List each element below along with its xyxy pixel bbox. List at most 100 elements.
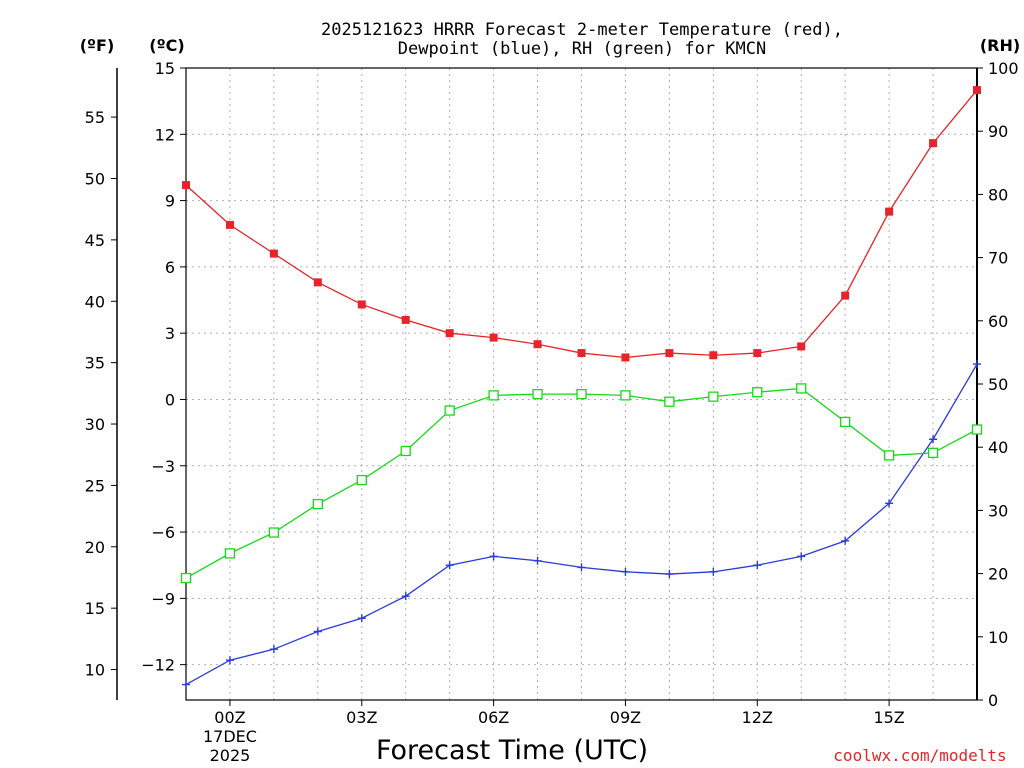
dewpoint-point	[313, 627, 322, 636]
celsius-tick-label: −3	[151, 457, 175, 476]
rh-tick-label: 70	[988, 249, 1008, 268]
temperature-point	[313, 278, 322, 287]
rh-tick-label: 50	[988, 375, 1008, 394]
dewpoint-point	[929, 435, 938, 444]
dewpoint-point	[709, 567, 718, 576]
celsius-tick-label: 15	[155, 59, 175, 78]
watermark: coolwx.com/modelts	[833, 746, 1006, 765]
temperature-point	[401, 315, 410, 324]
rh-point	[664, 396, 675, 407]
rh-point	[444, 405, 455, 416]
dewpoint-point	[357, 614, 366, 623]
rh-point	[840, 416, 851, 428]
celsius-tick-label: −12	[141, 656, 175, 675]
fahrenheit-tick-label: 20	[85, 538, 105, 557]
x-tick-label: 12Z	[742, 708, 773, 727]
temperature-point	[841, 291, 850, 300]
rh-unit-label: (RH)	[980, 36, 1020, 55]
rh-point	[620, 390, 631, 401]
celsius-tick-label: 3	[165, 324, 175, 343]
dewpoint-point	[665, 570, 674, 579]
temperature-point	[225, 220, 234, 229]
rh-tick-label: 20	[988, 565, 1008, 584]
dewpoint-point	[269, 645, 278, 654]
rh-point	[180, 572, 192, 584]
rh-point	[488, 390, 499, 401]
celsius-tick-label: 0	[165, 390, 175, 409]
rh-tick-label: 100	[988, 59, 1019, 78]
dewpoint-point	[885, 499, 894, 508]
temperature-point	[357, 300, 366, 309]
fahrenheit-tick-label: 45	[85, 231, 105, 250]
fahrenheit-tick-label: 50	[85, 169, 105, 188]
fahrenheit-tick-label: 10	[85, 661, 105, 680]
x-date-label: 17DEC	[203, 727, 257, 746]
celsius-unit-label: (ºC)	[149, 36, 184, 55]
celsius-tick-label: 12	[155, 125, 175, 144]
rh-point	[400, 445, 411, 457]
fahrenheit-tick-label: 25	[85, 476, 105, 495]
dewpoint-point	[445, 561, 454, 570]
fahrenheit-tick-label: 30	[85, 415, 105, 434]
grid	[186, 68, 977, 700]
temperature-point	[929, 139, 938, 148]
dewpoint-point	[841, 536, 850, 545]
rh-point	[224, 548, 236, 559]
rh-tick-label: 60	[988, 312, 1008, 331]
dewpoint-point	[753, 561, 762, 570]
rh-tick-label: 40	[988, 438, 1008, 457]
temperature-point	[709, 351, 718, 360]
chart-title: 2025121623 HRRR Forecast 2-meter Tempera…	[321, 20, 843, 40]
x-axis-label: Forecast Time (UTC)	[376, 735, 648, 766]
fahrenheit-tick-label: 15	[85, 599, 105, 618]
rh-point	[576, 388, 587, 400]
rh-point	[883, 450, 895, 461]
fahrenheit-unit-label: (ºF)	[80, 36, 115, 55]
rh-tick-label: 80	[988, 185, 1008, 204]
dewpoint-point	[533, 556, 542, 565]
x-tick-label: 00Z	[214, 708, 245, 727]
series-layer	[180, 86, 983, 689]
celsius-tick-label: −9	[151, 589, 175, 608]
temperature-point	[797, 342, 806, 351]
rh-tick-label: 10	[988, 628, 1008, 647]
temperature-point	[973, 86, 981, 95]
axes: 15129630−3−6−9−1255504540353025201510100…	[85, 59, 1019, 765]
temperature-line	[185, 89, 978, 359]
rh-point	[796, 383, 807, 394]
temperature-point	[533, 340, 542, 349]
temperature-point	[269, 249, 278, 258]
temperature-point	[445, 329, 454, 338]
temperature-point	[621, 353, 630, 362]
celsius-tick-label: 9	[165, 192, 175, 211]
dewpoint-point	[797, 552, 806, 561]
temperature-point	[489, 333, 498, 342]
temperature-point	[665, 349, 674, 358]
fahrenheit-tick-label: 40	[85, 292, 105, 311]
rh-tick-label: 90	[988, 122, 1008, 141]
dewpoint-point	[489, 552, 498, 561]
fahrenheit-tick-label: 35	[85, 354, 105, 373]
dewpoint-point	[182, 680, 190, 689]
dewpoint-point	[401, 592, 410, 601]
rh-tick-label: 30	[988, 501, 1008, 520]
rh-point	[971, 424, 983, 435]
rh-point	[312, 498, 323, 510]
temperature-point	[753, 349, 762, 358]
celsius-tick-label: 6	[165, 258, 175, 277]
temperature-point	[577, 349, 586, 358]
rh-point	[532, 388, 543, 400]
rh-point	[708, 391, 719, 402]
dewpoint-point	[973, 360, 981, 369]
rh-point	[356, 474, 367, 486]
fahrenheit-tick-label: 55	[85, 108, 105, 127]
chart-subtitle: Dewpoint (blue), RH (green) for KMCN	[398, 39, 766, 59]
dewpoint-point	[225, 656, 234, 665]
rh-tick-label: 0	[988, 691, 998, 710]
celsius-tick-label: −6	[151, 523, 175, 542]
temperature-point	[182, 181, 190, 190]
rh-point	[268, 527, 280, 538]
x-tick-label: 03Z	[346, 708, 377, 727]
x-tick-label: 06Z	[478, 708, 509, 727]
